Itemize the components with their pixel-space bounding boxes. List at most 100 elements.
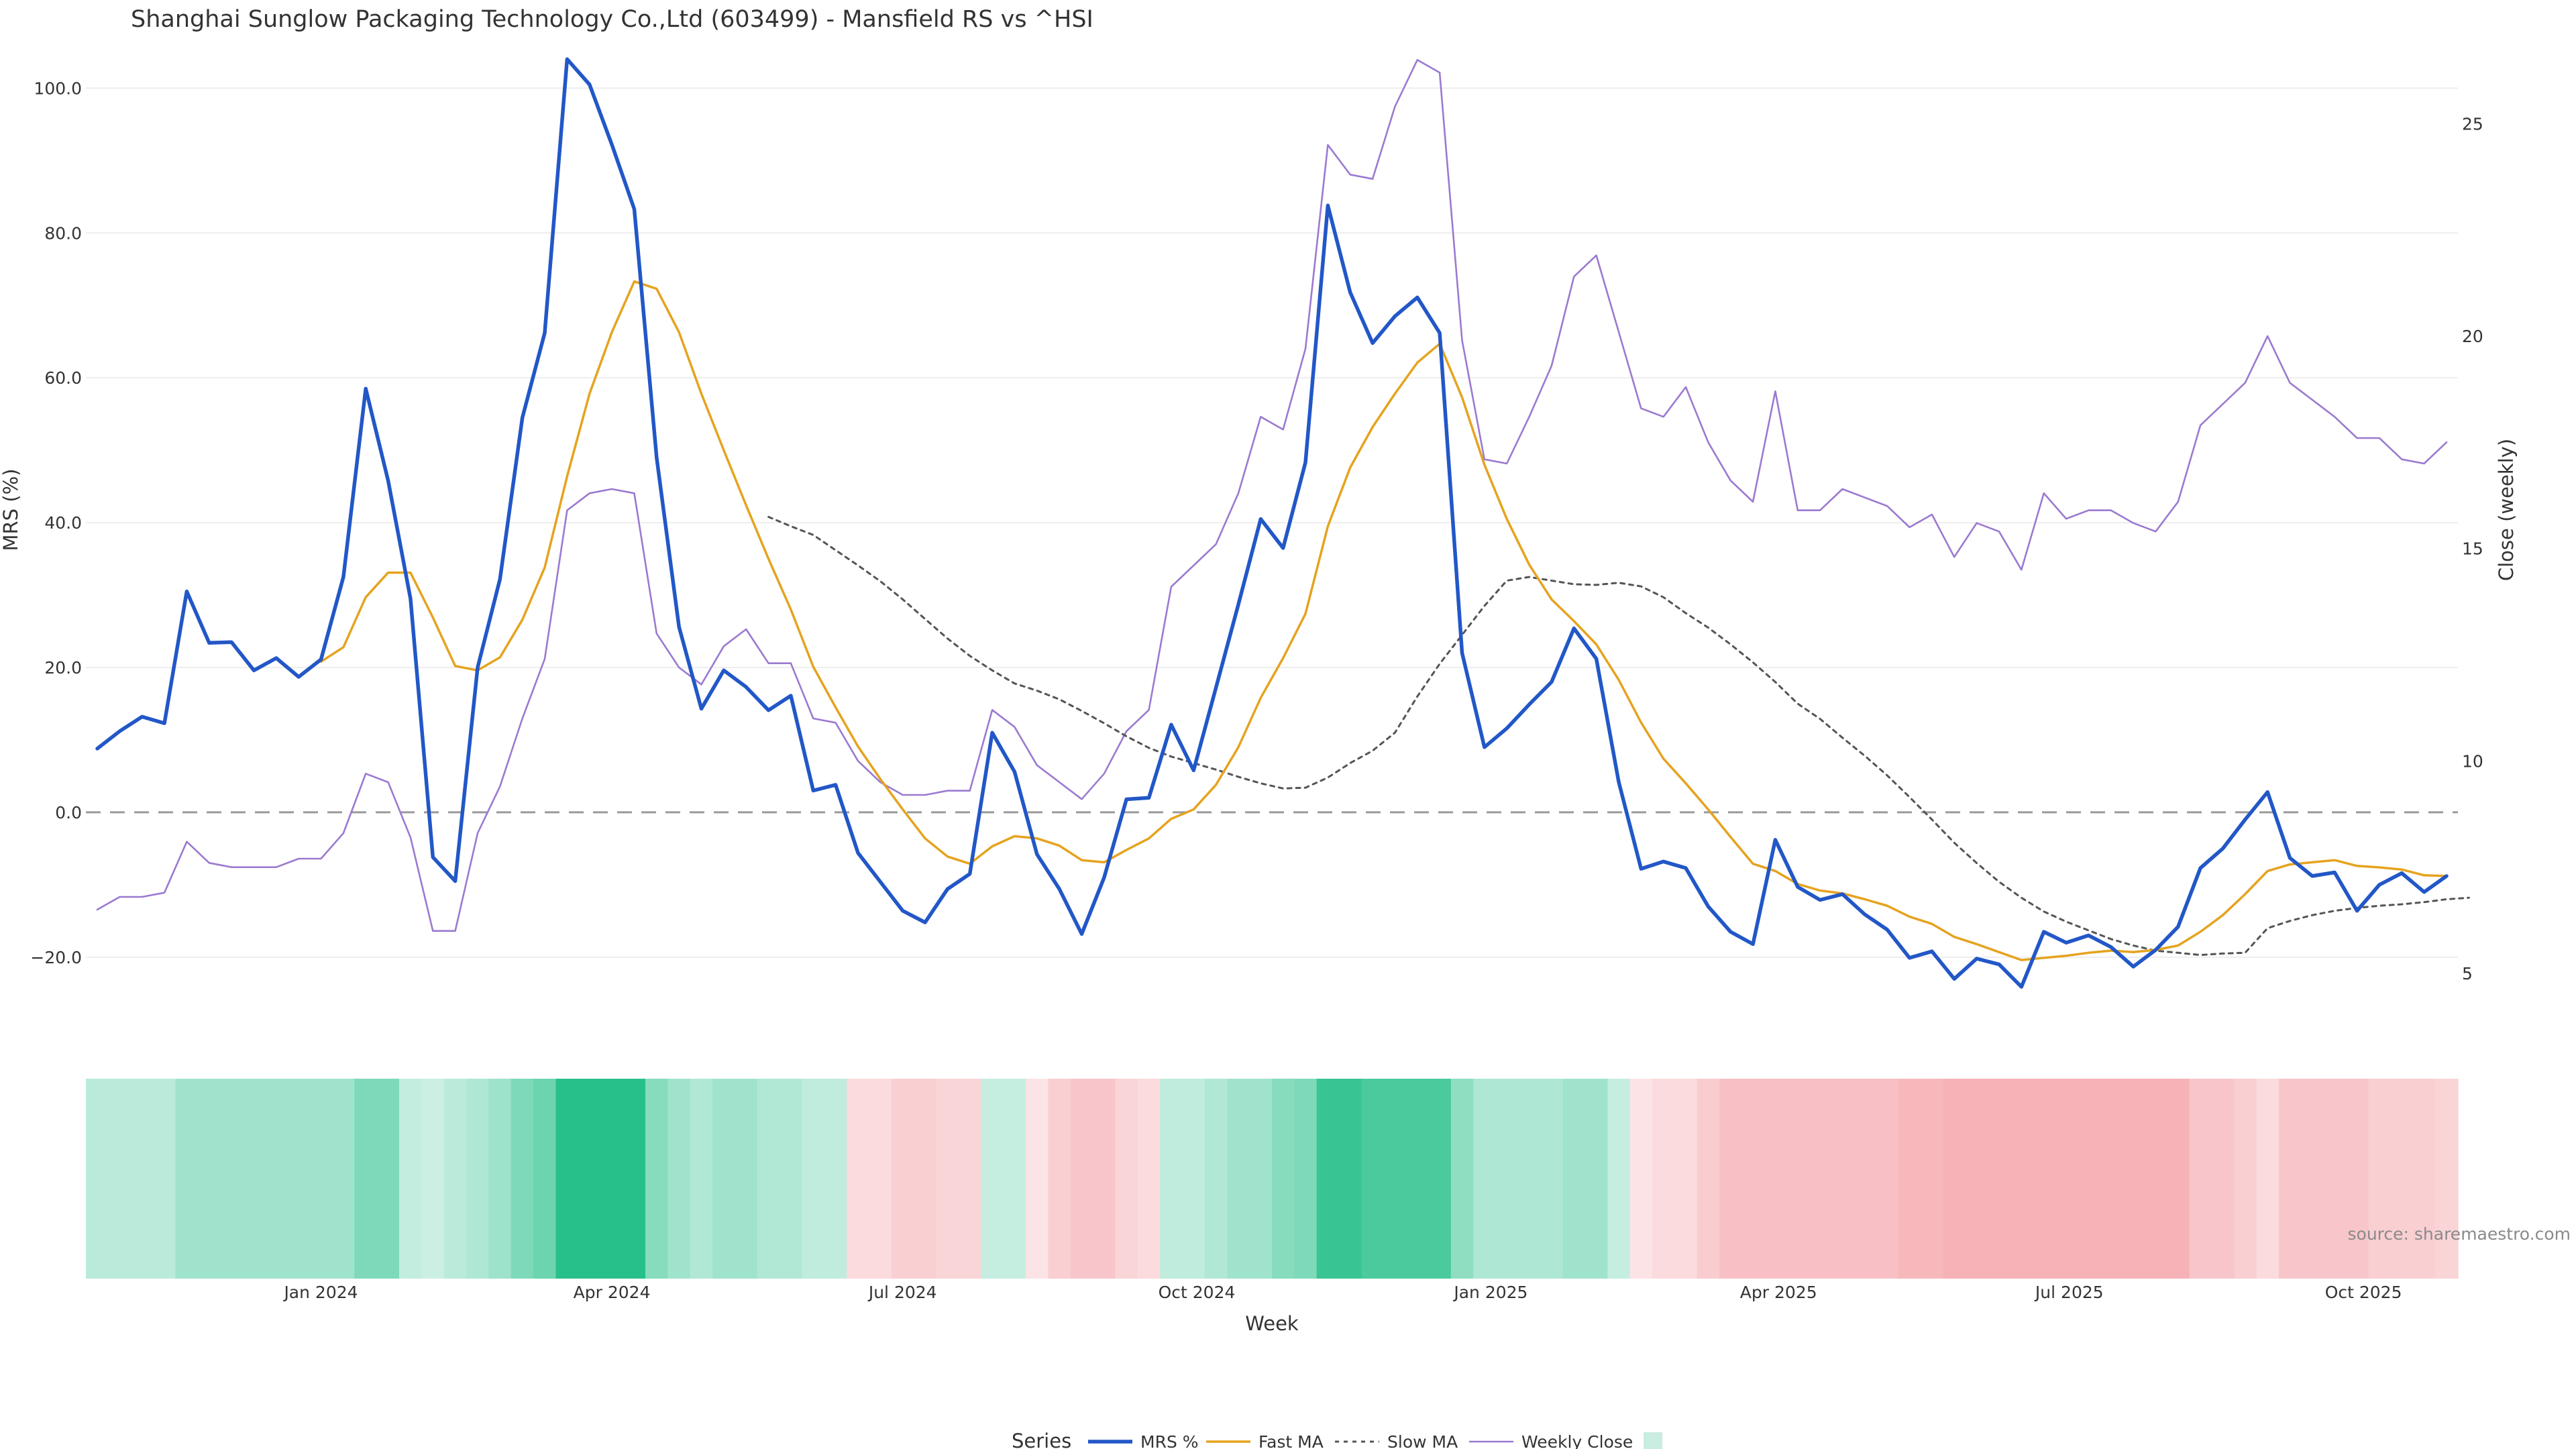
heatmap-cell — [1048, 1079, 1071, 1279]
heatmap-cell — [2323, 1079, 2347, 1279]
series-line-slow-ma — [767, 516, 2470, 957]
heatmap-cell — [1921, 1079, 1944, 1279]
x-tick-label: Jul 2024 — [867, 1283, 937, 1302]
heatmap-cell — [1966, 1079, 1989, 1279]
heatmap-strip — [86, 1079, 2459, 1279]
heatmap-cell — [2301, 1079, 2324, 1279]
heatmap-cell — [264, 1079, 288, 1279]
y-axis-right-label: Close (weekly) — [2495, 439, 2518, 581]
grid-lines — [86, 87, 2458, 958]
left-tick-label: 0.0 — [55, 803, 82, 822]
heatmap-cell — [1607, 1079, 1631, 1279]
heatmap-cell — [2435, 1079, 2459, 1279]
heatmap-cell — [511, 1079, 534, 1279]
legend-title: Series — [1012, 1430, 1071, 1449]
left-tick-label: 60.0 — [44, 368, 82, 388]
right-axis-ticks: 5 10 15 20 25 — [2462, 114, 2483, 983]
heatmap-cell — [1719, 1079, 1743, 1279]
heatmap-cell — [1450, 1079, 1474, 1279]
legend-item-weekly-close: Weekly Close — [1469, 1432, 1633, 1449]
heatmap-cell — [2033, 1079, 2056, 1279]
heatmap-cell — [309, 1079, 333, 1279]
heatmap-cell — [712, 1079, 736, 1279]
series-layer — [95, 57, 2470, 989]
heatmap-cell — [958, 1079, 982, 1279]
heatmap-cell — [914, 1079, 937, 1279]
heatmap-cell — [2212, 1079, 2235, 1279]
heatmap-cell — [2167, 1079, 2190, 1279]
heatmap-cell — [600, 1079, 624, 1279]
heatmap-cell — [443, 1079, 467, 1279]
heatmap-cell — [780, 1079, 803, 1279]
heatmap-cell — [153, 1079, 176, 1279]
heatmap-cell — [2055, 1079, 2078, 1279]
heatmap-cell — [2413, 1079, 2436, 1279]
heatmap-cell — [1854, 1079, 1877, 1279]
heatmap-cell — [1831, 1079, 1855, 1279]
heatmap-cell — [1652, 1079, 1676, 1279]
legend-label: MRS % — [1140, 1432, 1199, 1449]
heatmap-cell — [623, 1079, 646, 1279]
heatmap-cell — [578, 1079, 602, 1279]
heatmap-cell — [1943, 1079, 1966, 1279]
heatmap-cell — [1026, 1079, 1049, 1279]
heatmap-cell — [1070, 1079, 1093, 1279]
heatmap-cell — [2390, 1079, 2414, 1279]
legend-item-mrs: MRS % — [1088, 1432, 1199, 1449]
heatmap-cell — [1361, 1079, 1385, 1279]
left-tick-label: 100.0 — [34, 78, 82, 98]
heatmap-cell — [421, 1079, 445, 1279]
heatmap-cell — [2279, 1079, 2302, 1279]
heatmap-cell — [1406, 1079, 1430, 1279]
heatmap-cell — [466, 1079, 490, 1279]
left-tick-label: 40.0 — [44, 513, 82, 533]
x-tick-label: Jul 2025 — [2034, 1283, 2104, 1302]
source-credit: source: sharemaestro.com — [2348, 1224, 2571, 1244]
heatmap-cell — [1093, 1079, 1116, 1279]
heatmap-cell — [981, 1079, 1004, 1279]
heatmap-cell — [1786, 1079, 1810, 1279]
chart-title: Shanghai Sunglow Packaging Technology Co… — [131, 6, 1093, 33]
heatmap-cell — [1697, 1079, 1720, 1279]
heatmap-cell — [1473, 1079, 1497, 1279]
heatmap-cell — [1316, 1079, 1340, 1279]
x-tick-label: Oct 2025 — [2325, 1283, 2402, 1302]
heatmap-cell — [1629, 1079, 1653, 1279]
heatmap-cell — [1562, 1079, 1586, 1279]
legend-label: Fast MA — [1258, 1432, 1324, 1449]
heatmap-cell — [869, 1079, 892, 1279]
y-axis-left-label: MRS (%) — [0, 469, 22, 551]
heatmap-cell — [1517, 1079, 1542, 1279]
heatmap-cell — [1272, 1079, 1295, 1279]
left-tick-label: 20.0 — [44, 658, 82, 678]
right-tick-label: 25 — [2462, 114, 2483, 133]
heatmap-cell — [2256, 1079, 2279, 1279]
heatmap-cell — [824, 1079, 847, 1279]
x-axis-label: Week — [1245, 1312, 1299, 1335]
heatmap-cell — [1204, 1079, 1228, 1279]
heatmap-cell — [555, 1079, 579, 1279]
heatmap-cell — [1428, 1079, 1452, 1279]
series-line-fast-ma — [319, 280, 2448, 961]
heatmap-cell — [690, 1079, 713, 1279]
heatmap-cell — [667, 1079, 691, 1279]
heatmap-cell — [802, 1079, 825, 1279]
right-tick-label: 5 — [2462, 964, 2473, 983]
left-axis-ticks: 100.0 80.0 60.0 40.0 20.0 0.0 −20.0 — [30, 78, 82, 967]
heatmap-cell — [2368, 1079, 2392, 1279]
x-tick-label: Jan 2025 — [1452, 1283, 1527, 1302]
heatmap-cell — [1003, 1079, 1026, 1279]
heatmap-cell — [2077, 1079, 2101, 1279]
heatmap-cell — [86, 1079, 109, 1279]
heatmap-cell — [488, 1079, 512, 1279]
heatmap-cell — [2346, 1079, 2369, 1279]
legend: Series MRS % Fast MA Slow MA Weekly Close — [1012, 1430, 1662, 1449]
heatmap-cell — [847, 1079, 870, 1279]
right-tick-label: 20 — [2462, 327, 2483, 346]
right-tick-label: 15 — [2462, 539, 2483, 559]
heatmap-cell — [2100, 1079, 2123, 1279]
left-tick-label: 80.0 — [44, 223, 82, 243]
heatmap-cell — [1294, 1079, 1318, 1279]
heatmap-cell — [376, 1079, 400, 1279]
heatmap-cell — [1182, 1079, 1205, 1279]
